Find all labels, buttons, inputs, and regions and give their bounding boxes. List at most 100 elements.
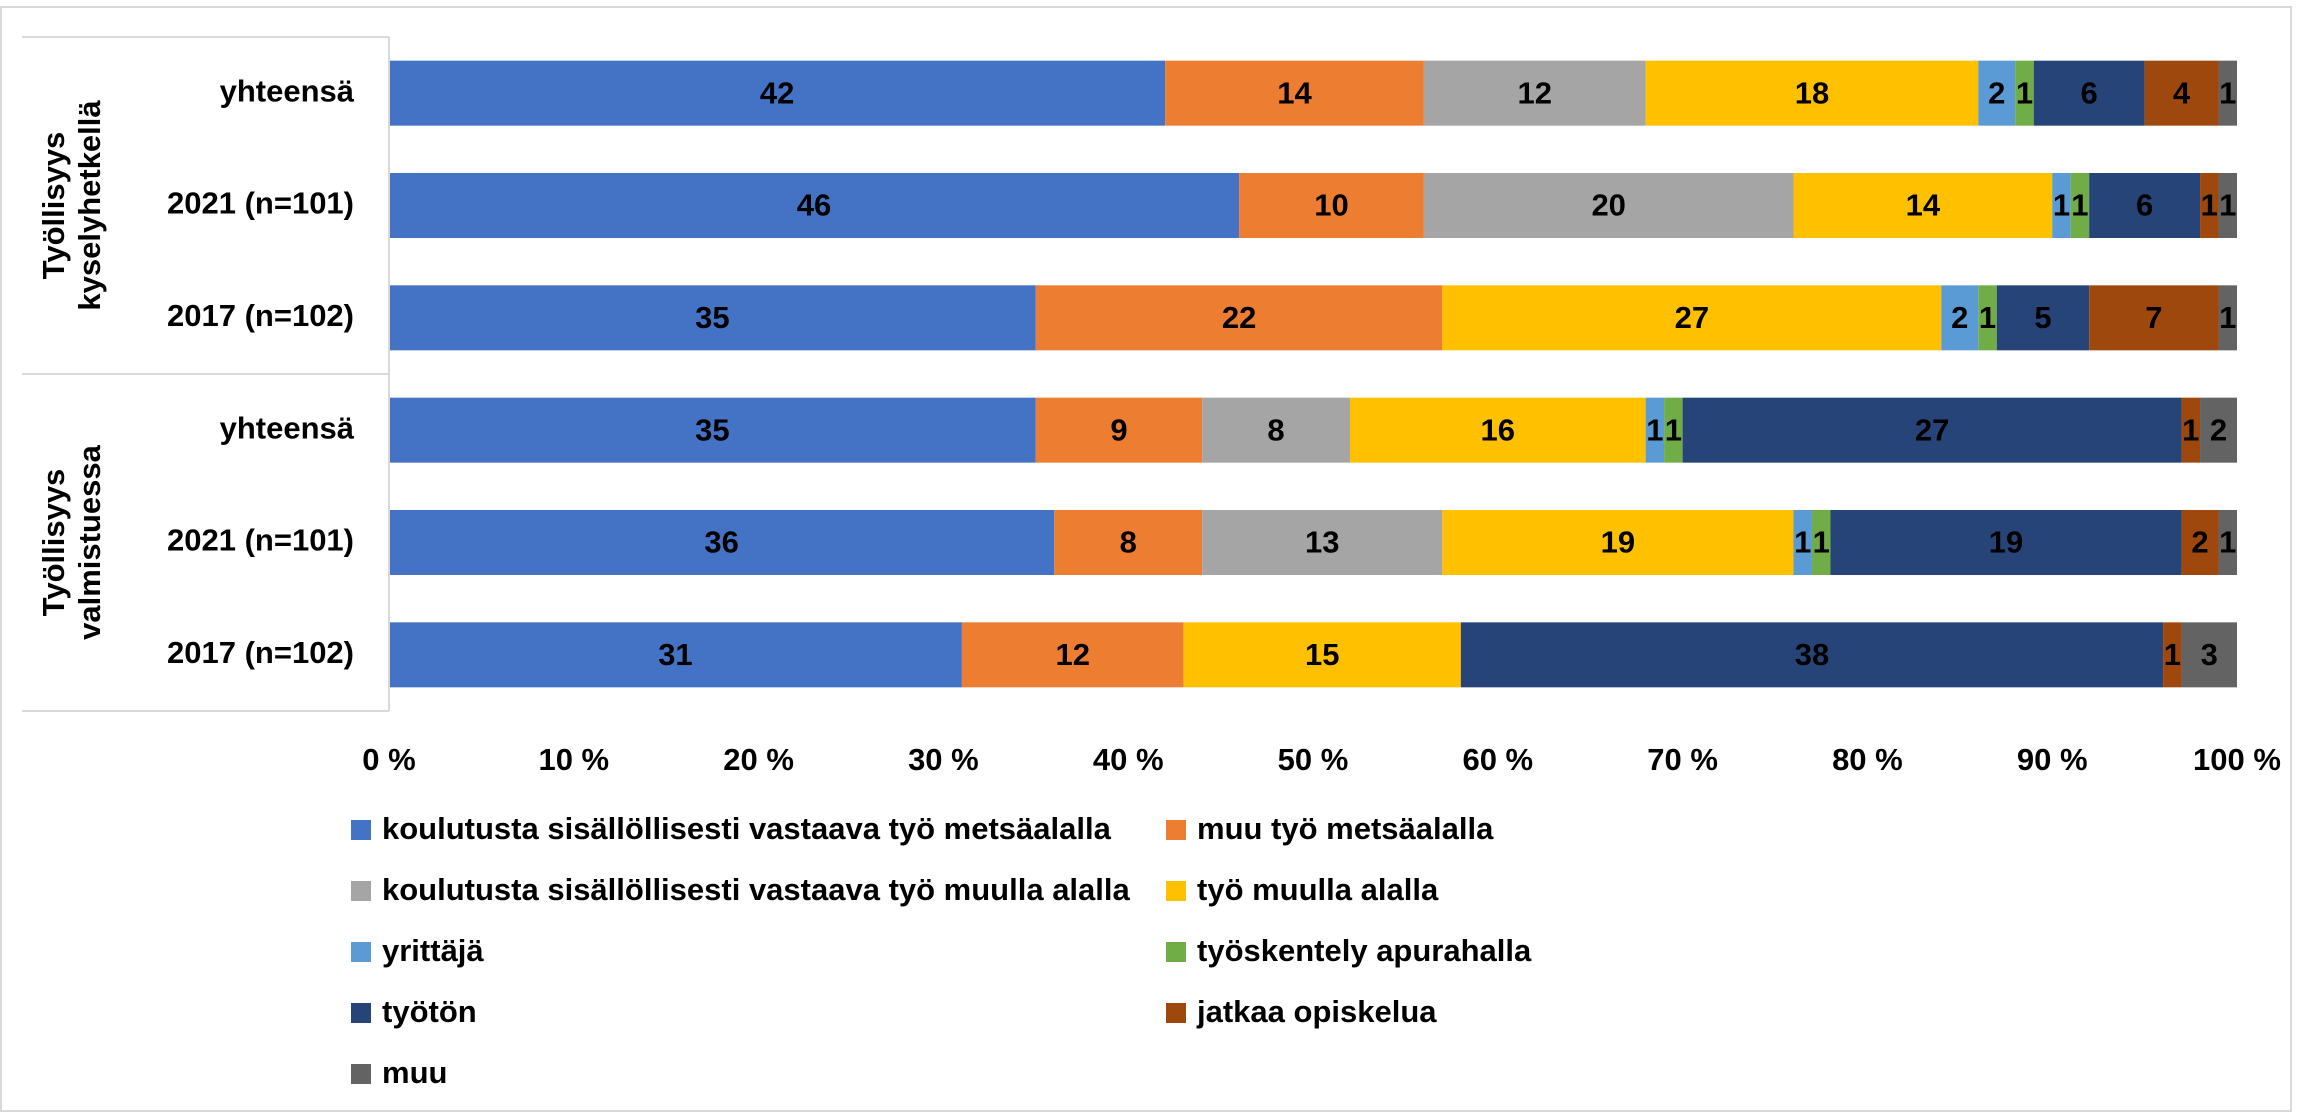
bar-segment <box>1793 510 1812 575</box>
data-label: 20 <box>1591 188 1625 223</box>
group-label: Työllisyys <box>36 469 71 617</box>
bar-segment <box>389 622 962 688</box>
legend-swatch <box>351 1064 371 1084</box>
data-label: 1 <box>2071 188 2088 223</box>
category-label: yhteensä <box>220 410 355 445</box>
bar-segment <box>1035 285 1443 351</box>
legend-swatch <box>351 1003 371 1023</box>
data-label: 1 <box>1646 412 1663 447</box>
bar-segment <box>1996 285 2090 351</box>
data-label: 10 <box>1314 188 1348 223</box>
bar-segment <box>389 173 1240 238</box>
bar-segment <box>1645 397 1665 463</box>
x-tick-label: 80 % <box>1832 742 1903 777</box>
bar-segment <box>1978 60 2016 126</box>
bar-segment <box>1460 622 2164 688</box>
data-label: 1 <box>1979 300 1996 335</box>
data-label: 18 <box>1795 75 1829 110</box>
group-label: kyselyhetkellä <box>72 100 107 311</box>
bar-segment <box>2181 510 2219 575</box>
legend-swatch <box>1166 820 1186 840</box>
bar-segment <box>2181 397 2201 463</box>
data-label: 13 <box>1305 525 1339 560</box>
bar-segment <box>2163 622 2182 688</box>
data-label: 19 <box>1601 525 1635 560</box>
data-label: 1 <box>2016 75 2033 110</box>
bar-segment <box>389 285 1036 351</box>
data-label: 1 <box>2219 525 2236 560</box>
bar-segment <box>1423 60 1646 126</box>
data-label: 7 <box>2145 300 2162 335</box>
data-label: 1 <box>2053 188 2070 223</box>
data-label: 2 <box>1988 75 2005 110</box>
bar-segment <box>389 397 1036 463</box>
bar-segment <box>1165 60 1424 126</box>
bar-segment <box>2218 510 2237 575</box>
category-label: 2017 (n=102) <box>167 298 354 333</box>
category-label: 2021 (n=101) <box>167 186 354 221</box>
bar-segment <box>1978 285 1997 351</box>
data-label: 8 <box>1267 412 1284 447</box>
bar-segment <box>2052 173 2071 238</box>
data-label: 1 <box>1813 525 1830 560</box>
legend-swatch <box>351 881 371 901</box>
data-label: 14 <box>1906 188 1941 223</box>
data-label: 12 <box>1056 637 1090 672</box>
data-label: 22 <box>1222 300 1256 335</box>
bar-segment <box>1349 397 1646 463</box>
bar-segment <box>2200 397 2237 463</box>
legend-swatch <box>1166 942 1186 962</box>
legend-swatch <box>1166 1003 1186 1023</box>
bar-segment <box>2218 60 2237 126</box>
legend-swatch <box>351 820 371 840</box>
data-label: 12 <box>1518 75 1552 110</box>
data-label: 15 <box>1305 637 1339 672</box>
data-label: 1 <box>2219 300 2236 335</box>
data-label: 27 <box>1675 300 1709 335</box>
data-label: 16 <box>1481 412 1515 447</box>
data-label: 42 <box>760 75 794 110</box>
data-label: 31 <box>658 637 692 672</box>
legend-label: työskentely apurahalla <box>1197 933 1532 968</box>
bar-segment <box>2033 60 2145 126</box>
bar-segment <box>961 622 1184 688</box>
legend-label: jatkaa opiskelua <box>1196 994 1437 1029</box>
legend-swatch <box>351 942 371 962</box>
x-tick-label: 40 % <box>1093 742 1164 777</box>
bar-segment <box>1202 510 1443 575</box>
x-tick-label: 70 % <box>1647 742 1718 777</box>
data-label: 19 <box>1989 525 2023 560</box>
bar-segment <box>1035 397 1203 463</box>
data-label: 14 <box>1277 75 1312 110</box>
bar-segment <box>2181 622 2237 688</box>
bar-segment <box>1941 285 1979 351</box>
bar-segment <box>2218 285 2237 351</box>
bar-segment <box>1645 60 1979 126</box>
bar-segment <box>1793 173 2053 238</box>
legend-label: yrittäjä <box>382 933 484 968</box>
x-tick-label: 50 % <box>1278 742 1349 777</box>
x-tick-label: 90 % <box>2017 742 2088 777</box>
x-tick-label: 30 % <box>908 742 979 777</box>
data-label: 6 <box>2136 188 2153 223</box>
bar-segment <box>1682 397 2182 463</box>
data-label: 5 <box>2034 300 2051 335</box>
data-label: 2 <box>1951 300 1968 335</box>
bar-segment <box>2089 173 2201 238</box>
data-label: 2 <box>2191 525 2208 560</box>
group-label: valmistuessa <box>72 444 107 639</box>
bar-segment <box>1183 622 1461 688</box>
bar-segment <box>2070 173 2090 238</box>
data-label: 1 <box>2201 188 2218 223</box>
bar-segment <box>2144 60 2219 126</box>
bar-segment <box>389 510 1055 575</box>
legend-label: koulutusta sisällöllisesti vastaava työ … <box>382 872 1131 907</box>
data-label: 3 <box>2201 637 2218 672</box>
data-label: 1 <box>1794 525 1811 560</box>
bar-segment <box>1664 397 1683 463</box>
bar-segment <box>1442 510 1794 575</box>
bar-segment <box>1202 397 1350 463</box>
category-label: 2021 (n=101) <box>167 523 354 558</box>
legend-label: koulutusta sisällöllisesti vastaava työ … <box>382 811 1112 846</box>
data-label: 27 <box>1915 412 1949 447</box>
